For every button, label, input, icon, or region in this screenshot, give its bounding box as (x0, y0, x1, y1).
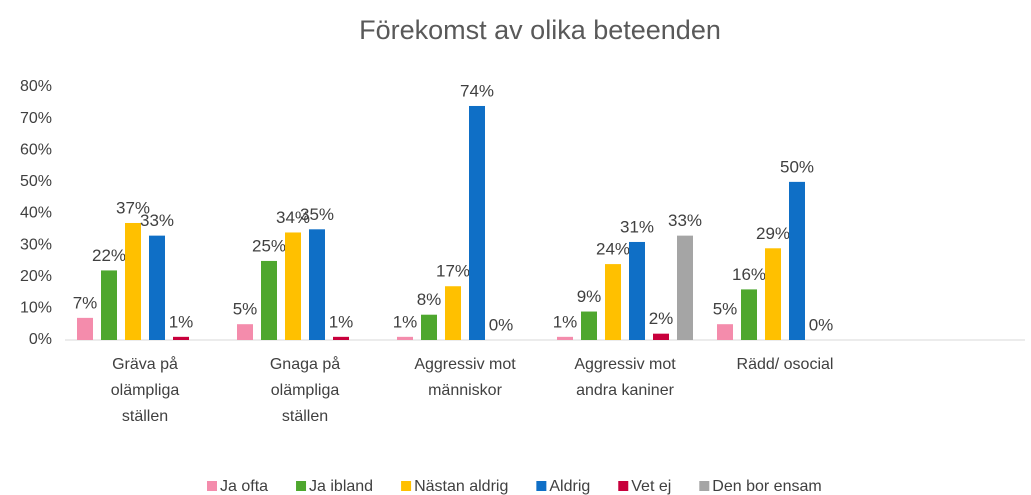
value-label: 37% (116, 198, 150, 217)
legend-swatch (207, 481, 217, 491)
x-tick-label: Rädd/ osocial (737, 356, 834, 373)
y-tick-label: 60% (20, 141, 52, 158)
value-label: 24% (596, 240, 630, 259)
bar (653, 333, 669, 340)
value-label: 7% (73, 293, 98, 312)
chart-title: Förekomst av olika beteenden (359, 15, 721, 45)
legend-swatch (536, 481, 547, 491)
legend-swatch (401, 481, 412, 491)
bar (333, 336, 349, 340)
x-tick-label: Aggressiv mot andra kaniner (574, 356, 676, 399)
value-label: 8% (417, 290, 442, 309)
value-label: 2% (649, 309, 674, 328)
bar (421, 314, 437, 340)
bar (581, 311, 597, 340)
value-label: 1% (169, 312, 194, 331)
value-label: 1% (553, 312, 578, 331)
bar (309, 229, 325, 340)
value-label: 1% (329, 312, 354, 331)
value-label: 22% (92, 246, 126, 265)
y-tick-label: 30% (20, 236, 52, 253)
bar (237, 324, 253, 340)
bar (605, 264, 621, 340)
bar (285, 232, 301, 340)
value-label: 0% (809, 315, 834, 334)
value-label: 50% (780, 157, 814, 176)
bar (765, 248, 781, 340)
value-label: 16% (732, 265, 766, 284)
y-tick-label: 50% (20, 173, 52, 190)
bar (789, 181, 805, 340)
y-tick-label: 70% (20, 110, 52, 127)
legend-swatch (699, 481, 710, 491)
value-label: 29% (756, 224, 790, 243)
legend-label: Aldrig (549, 478, 590, 495)
y-tick-label: 0% (29, 331, 52, 348)
bar (557, 336, 573, 340)
x-tick-label: Gnaga på olämpliga ställen (270, 355, 340, 425)
x-tick-label: Aggressiv mot människor (414, 356, 516, 399)
bar (469, 105, 485, 340)
value-label: 35% (300, 205, 334, 224)
value-label: 5% (713, 300, 738, 319)
y-tick-label: 40% (20, 205, 52, 222)
value-label: 9% (577, 287, 602, 306)
x-tick-label: Gräva på olämpliga ställen (111, 355, 180, 425)
bar (101, 270, 117, 340)
value-label: 33% (668, 211, 702, 230)
value-label: 31% (620, 217, 654, 236)
value-label: 1% (393, 312, 418, 331)
legend-label: Ja ofta (220, 478, 268, 495)
bar (125, 222, 141, 340)
value-label: 0% (489, 315, 514, 334)
y-tick-label: 10% (20, 300, 52, 317)
value-label: 34% (276, 208, 310, 227)
value-label: 17% (436, 262, 470, 281)
legend-label: Ja ibland (309, 478, 373, 495)
bar (677, 235, 693, 340)
y-tick-label: 20% (20, 268, 52, 285)
y-tick-label: 80% (20, 78, 52, 95)
bar (741, 289, 757, 340)
bar (629, 241, 645, 340)
bar (445, 286, 461, 340)
legend-label: Vet ej (631, 478, 671, 495)
legend-label: Nästan aldrig (414, 478, 508, 495)
value-label: 25% (252, 236, 286, 255)
legend-swatch (618, 481, 629, 491)
legend-label: Den bor ensam (712, 478, 821, 495)
value-label: 5% (233, 300, 258, 319)
bar (717, 324, 733, 340)
legend-swatch (296, 481, 307, 491)
bar (397, 336, 413, 340)
bar (77, 317, 93, 340)
value-label: 33% (140, 211, 174, 230)
bar (173, 336, 189, 340)
value-label: 74% (460, 81, 494, 100)
bar (149, 235, 165, 340)
bar (261, 260, 277, 340)
